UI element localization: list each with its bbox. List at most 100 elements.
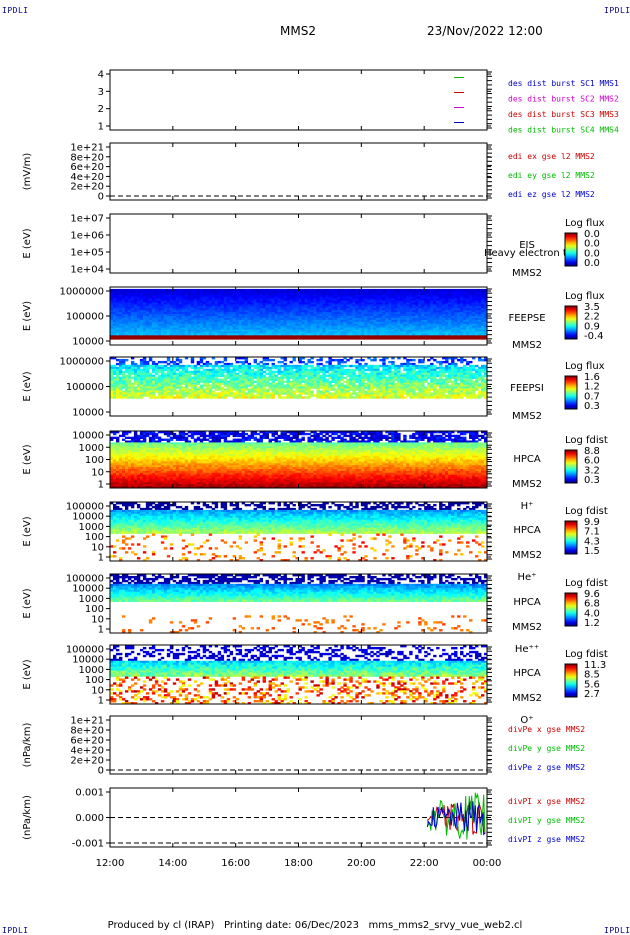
- spectrogram-cell: [301, 381, 304, 383]
- spectrogram-cell: [319, 387, 322, 389]
- spectrogram-cell: [373, 337, 376, 339]
- spectrogram-cell: [269, 388, 272, 390]
- spectrogram-cell: [397, 337, 400, 339]
- spectrogram-cell: [316, 396, 319, 398]
- spectrogram-cell: [158, 396, 161, 398]
- spectrogram-cell: [328, 388, 331, 390]
- spectrogram-cell: [122, 396, 125, 398]
- spectrogram-cell: [355, 361, 358, 363]
- spectrogram-cell: [284, 337, 287, 339]
- spectrogram-cell: [361, 337, 364, 339]
- spectrogram-cell: [200, 367, 203, 369]
- spectrogram-cell: [394, 337, 397, 339]
- spectrogram-cell: [116, 359, 119, 361]
- spectrogram-cell: [346, 365, 349, 367]
- spectrogram-cell: [212, 387, 215, 389]
- spectrogram-cell: [415, 337, 418, 339]
- spectrogram-cell: [454, 337, 457, 339]
- spectrogram-cell: [406, 337, 409, 339]
- spectrogram-cell: [221, 383, 224, 385]
- spectrogram-cell: [349, 396, 352, 398]
- spectrogram-cell: [301, 392, 304, 394]
- spectrogram-cell: [358, 396, 361, 398]
- spectrogram-cell: [254, 361, 257, 363]
- spectrogram-cell: [275, 367, 278, 369]
- spectrogram-cell: [296, 390, 299, 392]
- panel-frame: [110, 70, 487, 130]
- spectrogram-cell: [155, 373, 158, 375]
- spectrogram-cell: [227, 377, 230, 379]
- spectrogram-cell: [469, 337, 472, 339]
- spectrogram-cell: [179, 361, 182, 363]
- spectrogram-cell: [299, 396, 302, 398]
- spectrogram-cell: [251, 365, 254, 367]
- spectrogram-cell: [299, 361, 302, 363]
- spectrogram-cell: [385, 337, 388, 339]
- spectrogram-cell: [367, 369, 370, 371]
- spectrogram-cell: [409, 337, 412, 339]
- spectrogram-cell: [284, 396, 287, 398]
- spectrogram-cell: [284, 392, 287, 394]
- spectrogram-cell: [200, 361, 203, 363]
- spectrogram-cell: [272, 396, 275, 398]
- spectrogram-cell: [293, 337, 296, 339]
- spectrogram-cell: [457, 337, 460, 339]
- spectrogram-cell: [224, 371, 227, 373]
- spectrogram-cell: [478, 337, 481, 339]
- spectrogram-cell: [230, 337, 233, 339]
- spectrogram-cell: [436, 337, 439, 339]
- spectrogram-cell: [278, 361, 281, 363]
- spectrogram-cell: [260, 396, 263, 398]
- spectrogram-cell: [310, 394, 313, 396]
- spectrogram-cell: [155, 396, 158, 398]
- spectrogram-cell: [161, 396, 164, 398]
- spectrogram-cell: [233, 388, 236, 390]
- spectrogram-cell: [304, 392, 307, 394]
- spectrogram-cell: [194, 396, 197, 398]
- y-axis-label: (mV/m): [22, 153, 33, 191]
- y-tick-label: 1: [98, 122, 104, 133]
- spectrogram-cell: [224, 359, 227, 361]
- spectrogram-cell: [254, 367, 257, 369]
- spectrogram-cell: [131, 337, 134, 339]
- spectrogram-cell: [331, 381, 334, 383]
- colorbar-tick-label: -0.4: [584, 331, 604, 342]
- spectrogram-cell: [218, 375, 221, 377]
- spectrogram-cell: [239, 371, 242, 373]
- spectrogram-cell: [215, 337, 218, 339]
- spectrogram-cell: [343, 361, 346, 363]
- spectrogram-cell: [227, 394, 230, 396]
- spectrogram-cell: [245, 361, 248, 363]
- spectrogram-cell: [179, 396, 182, 398]
- colorbar-title: Log flux: [565, 291, 605, 302]
- spectrogram-cell: [158, 371, 161, 373]
- spectrogram-cell: [304, 396, 307, 398]
- spectrogram-cell: [284, 359, 287, 361]
- spectrogram-cell: [191, 367, 194, 369]
- spectrogram-cell: [343, 396, 346, 398]
- spectrogram-cell: [340, 379, 343, 381]
- spectrogram-cell: [218, 388, 221, 390]
- y-tick-label: 2: [98, 104, 104, 115]
- spectrogram-cell: [224, 385, 227, 387]
- spectrogram-cell: [233, 337, 236, 339]
- spectrogram-cell: [200, 381, 203, 383]
- spectrogram-cell: [149, 367, 152, 369]
- spectrogram-cell: [206, 365, 209, 367]
- colorbar: [565, 233, 577, 266]
- spectrogram-cell: [352, 392, 355, 394]
- instrument-label: MMS2: [512, 268, 542, 279]
- spectrogram-cell: [113, 396, 116, 398]
- spectrogram-cell: [307, 396, 310, 398]
- spectrogram-cell: [212, 337, 215, 339]
- spectrogram-cell: [460, 337, 463, 339]
- spectrogram-cell: [346, 337, 349, 339]
- legend-entry: edi ey gse l2 MMS2: [508, 171, 595, 180]
- spectrogram-cell: [263, 337, 266, 339]
- spectrogram-cell: [236, 369, 239, 371]
- spectrogram-cell: [278, 373, 281, 375]
- spectrogram-cell: [263, 371, 266, 373]
- spectrogram-cell: [149, 359, 152, 361]
- spectrogram-cell: [364, 396, 367, 398]
- spectrogram-cell: [334, 385, 337, 387]
